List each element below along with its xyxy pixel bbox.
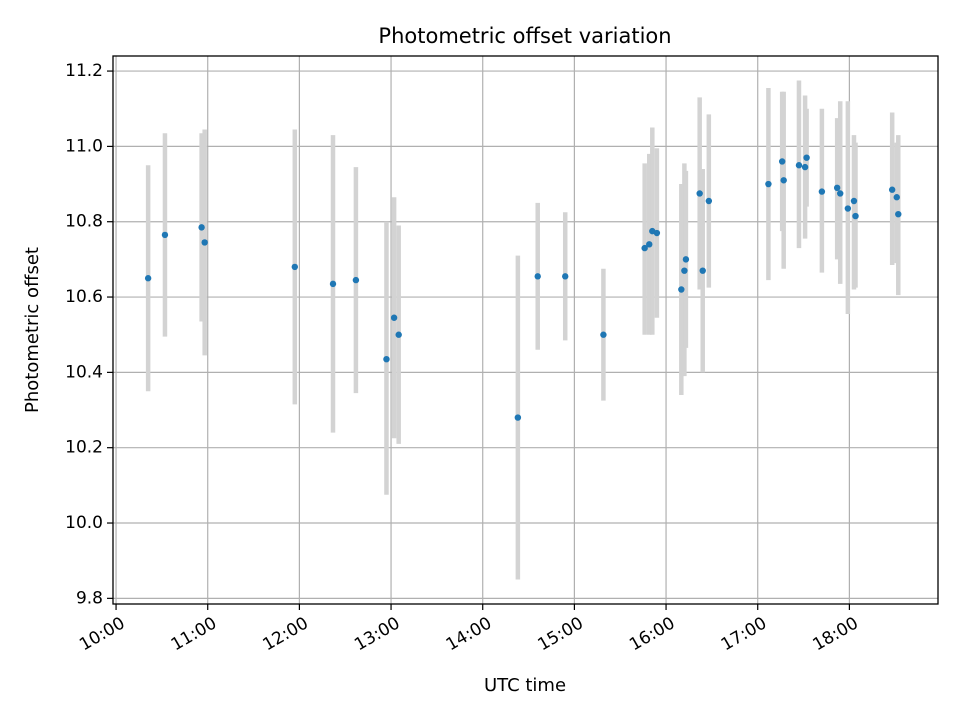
data-point bbox=[893, 194, 900, 201]
y-tick-label: 10.4 bbox=[65, 362, 103, 382]
y-tick-label: 11.0 bbox=[65, 136, 103, 156]
data-point bbox=[201, 239, 208, 246]
data-point bbox=[383, 355, 390, 363]
data-point bbox=[161, 231, 169, 239]
data-points bbox=[144, 154, 902, 421]
data-point bbox=[765, 180, 772, 188]
x-tick-label: 10:00 bbox=[76, 613, 128, 655]
data-point bbox=[534, 273, 541, 280]
data-point bbox=[678, 286, 685, 293]
chart-title: Photometric offset variation bbox=[378, 24, 671, 48]
data-point bbox=[329, 280, 337, 288]
y-axis-label: Photometric offset bbox=[22, 247, 43, 413]
data-point bbox=[696, 190, 703, 197]
data-point bbox=[895, 210, 902, 218]
y-tick-label: 10.0 bbox=[65, 513, 103, 533]
x-tick-label: 14:00 bbox=[443, 613, 495, 655]
data-point bbox=[641, 244, 648, 252]
data-point bbox=[852, 212, 859, 220]
grid bbox=[113, 56, 938, 604]
y-tick-label: 10.2 bbox=[65, 438, 103, 458]
y-axis-ticks: 9.8 10.0 10.2 10.4 10.6 10.8 11.0 11.2 bbox=[65, 61, 113, 608]
plot-area-frame bbox=[112, 55, 939, 605]
x-tick-label: 13:00 bbox=[351, 613, 403, 655]
data-point bbox=[795, 162, 803, 169]
data-point bbox=[818, 188, 826, 195]
y-tick-label: 10.8 bbox=[65, 212, 103, 232]
data-point bbox=[562, 273, 569, 280]
error-bars bbox=[145, 80, 901, 580]
x-tick-label: 16:00 bbox=[626, 613, 678, 655]
y-tick-label: 11.2 bbox=[65, 61, 103, 81]
data-point bbox=[699, 267, 706, 274]
data-point bbox=[395, 331, 402, 338]
x-tick-label: 11:00 bbox=[168, 613, 220, 655]
data-point bbox=[888, 186, 896, 193]
data-point bbox=[780, 177, 787, 184]
data-point bbox=[514, 414, 522, 421]
x-axis-ticks: 10:00 11:00 12:00 13:00 14:00 15:00 16:00 17:00… bbox=[76, 604, 862, 655]
data-point bbox=[390, 314, 398, 321]
data-point bbox=[801, 163, 809, 171]
data-point bbox=[198, 224, 205, 231]
data-point bbox=[705, 197, 713, 205]
data-point bbox=[646, 241, 653, 248]
x-tick-label: 15:00 bbox=[534, 613, 586, 655]
data-point bbox=[778, 158, 786, 165]
y-tick-label: 10.6 bbox=[65, 287, 103, 307]
data-point bbox=[653, 229, 661, 237]
data-point bbox=[844, 205, 852, 212]
data-point bbox=[833, 184, 841, 192]
x-tick-label: 17:00 bbox=[718, 613, 770, 655]
y-tick-label: 9.8 bbox=[76, 588, 103, 608]
data-point bbox=[352, 276, 360, 284]
data-point bbox=[600, 331, 607, 338]
data-point bbox=[144, 275, 152, 282]
x-axis-label: UTC time bbox=[484, 675, 566, 696]
x-tick-label: 18:00 bbox=[809, 613, 861, 655]
x-tick-label: 12:00 bbox=[259, 613, 311, 655]
data-point bbox=[850, 197, 858, 205]
data-point bbox=[803, 154, 810, 161]
data-point bbox=[291, 263, 299, 271]
data-point bbox=[837, 190, 844, 197]
data-point bbox=[682, 256, 690, 263]
data-point bbox=[681, 267, 688, 274]
